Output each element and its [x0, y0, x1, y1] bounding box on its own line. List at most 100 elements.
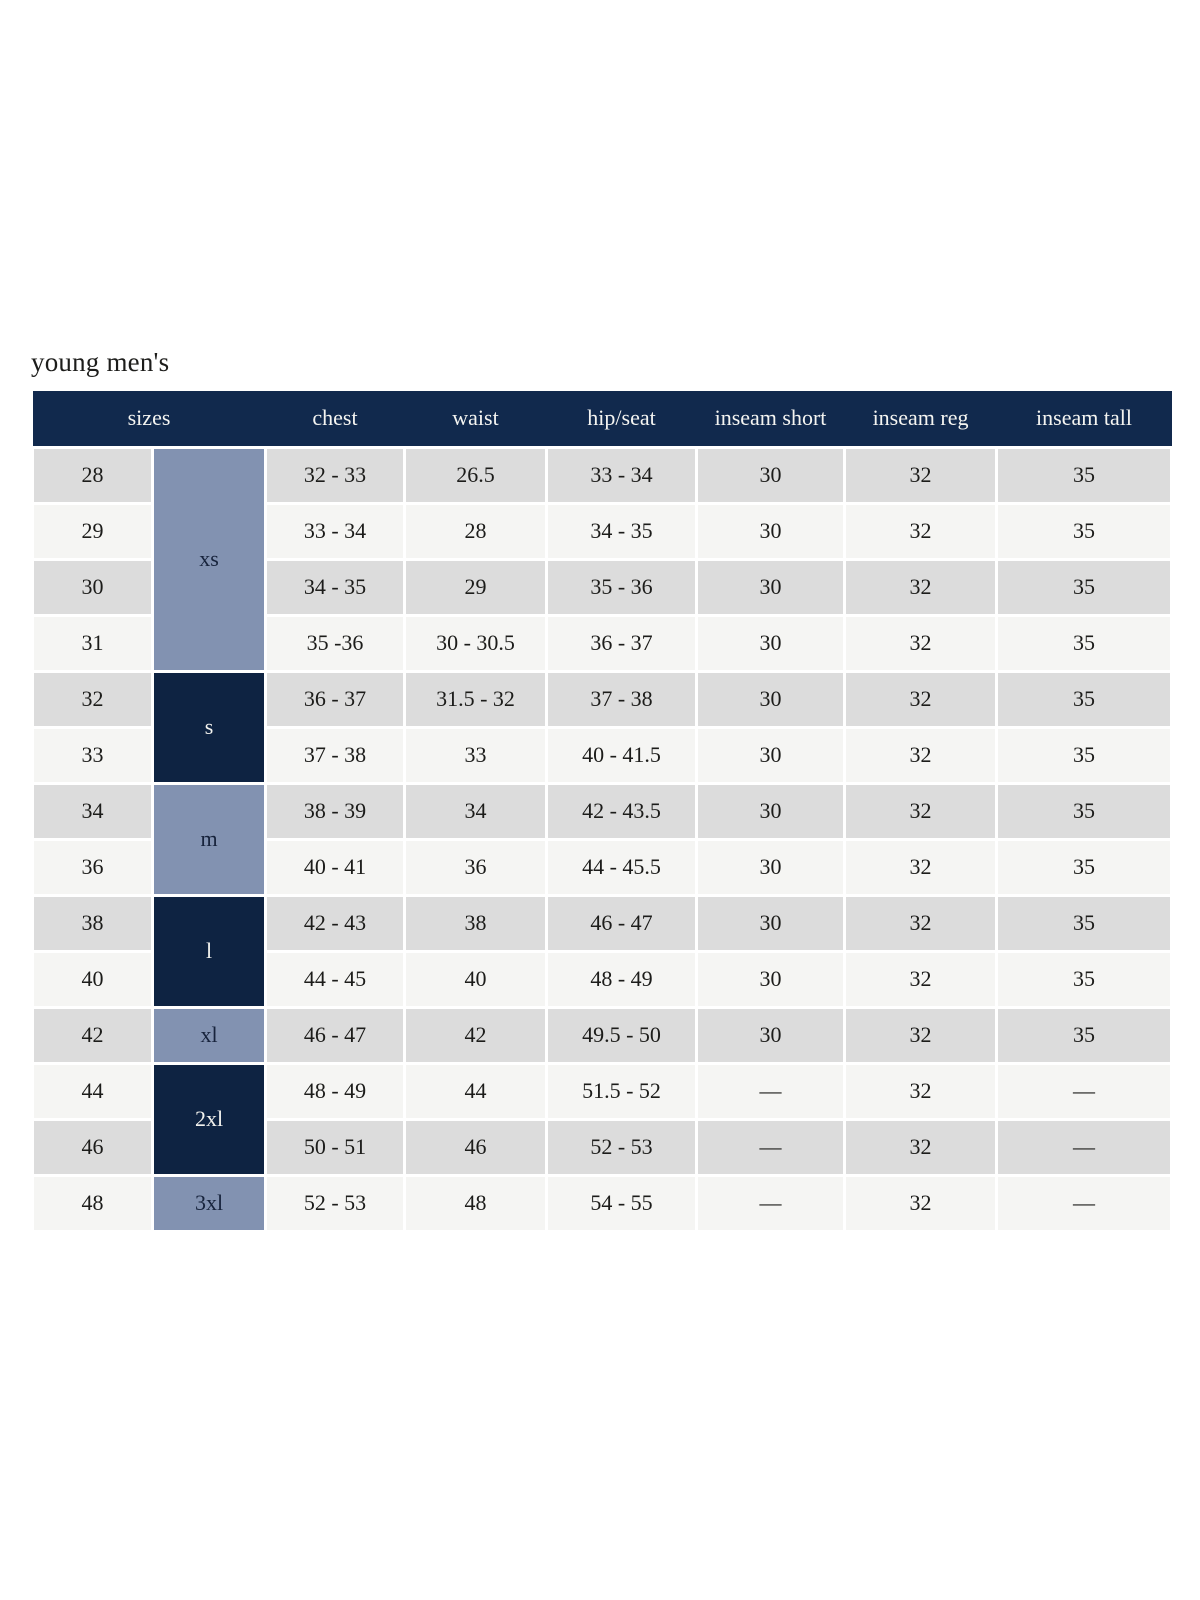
hip-seat-cell: 51.5 - 52	[545, 1061, 699, 1121]
size-chart-section: young men's sizes chest waist hip/seat i…	[31, 347, 1174, 1233]
table-row: 31 35 -36 30 - 30.5 36 - 37 30 32 35	[31, 613, 1174, 673]
waist-cell: 26.5	[403, 445, 549, 505]
size-cell: 40	[31, 949, 154, 1009]
size-cell: 28	[31, 445, 154, 505]
chest-cell: 44 - 45	[264, 949, 407, 1009]
inseam-tall-cell: 35	[995, 501, 1174, 561]
inseam-reg-cell: 32	[843, 837, 999, 897]
chest-cell: 36 - 37	[264, 669, 407, 729]
hip-seat-cell: 46 - 47	[545, 893, 699, 953]
size-group-cell-2xl: 2xl	[150, 1061, 268, 1177]
waist-cell: 36	[403, 837, 549, 897]
table-row: 28 xs 32 - 33 26.5 33 - 34 30 32 35	[31, 445, 1174, 673]
table-row: 36 40 - 41 36 44 - 45.5 30 32 35	[31, 837, 1174, 897]
size-group-cell-s: s	[150, 669, 268, 785]
table-row: 38 l 42 - 43 38 46 - 47 30 32 35	[31, 893, 1174, 1009]
inseam-short-cell: 30	[695, 669, 847, 729]
inseam-reg-cell: 32	[843, 445, 999, 505]
waist-cell: 31.5 - 32	[403, 669, 549, 729]
waist-cell: 48	[403, 1173, 549, 1233]
inseam-reg-cell: 32	[843, 781, 999, 841]
inseam-tall-cell: 35	[995, 613, 1174, 673]
waist-cell: 33	[403, 725, 549, 785]
chest-cell: 50 - 51	[264, 1117, 407, 1177]
inseam-tall-cell: 35	[995, 781, 1174, 841]
chest-cell: 42 - 43	[264, 893, 407, 953]
waist-cell: 28	[403, 501, 549, 561]
chest-cell: 35 -36	[264, 613, 407, 673]
size-cell: 46	[31, 1117, 154, 1177]
inseam-tall-cell: —	[995, 1173, 1174, 1233]
hip-seat-cell: 40 - 41.5	[545, 725, 699, 785]
chest-cell: 48 - 49	[264, 1061, 407, 1121]
header-hip-seat: hip/seat	[546, 390, 697, 448]
waist-cell: 46	[403, 1117, 549, 1177]
inseam-tall-cell: 35	[995, 893, 1174, 953]
hip-seat-cell: 49.5 - 50	[545, 1005, 699, 1065]
hip-seat-cell: 35 - 36	[545, 557, 699, 617]
inseam-reg-cell: 32	[843, 669, 999, 729]
inseam-short-cell: 30	[695, 837, 847, 897]
table-row: 48 3xl 52 - 53 48 54 - 55 — 32 —	[31, 1173, 1174, 1233]
size-cell: 34	[31, 781, 154, 841]
inseam-short-cell: —	[695, 1117, 847, 1177]
table-row: 33 37 - 38 33 40 - 41.5 30 32 35	[31, 725, 1174, 785]
inseam-short-cell: 30	[695, 893, 847, 953]
inseam-tall-cell: 35	[995, 1005, 1174, 1065]
size-cell: 29	[31, 501, 154, 561]
chest-cell: 34 - 35	[264, 557, 407, 617]
size-cell: 30	[31, 557, 154, 617]
waist-cell: 44	[403, 1061, 549, 1121]
table-row: 40 44 - 45 40 48 - 49 30 32 35	[31, 949, 1174, 1009]
table-row: 30 34 - 35 29 35 - 36 30 32 35	[31, 557, 1174, 617]
inseam-reg-cell: 32	[843, 949, 999, 1009]
waist-cell: 29	[403, 557, 549, 617]
inseam-reg-cell: 32	[843, 1117, 999, 1177]
chest-cell: 32 - 33	[264, 445, 407, 505]
size-cell: 38	[31, 893, 154, 953]
inseam-tall-cell: 35	[995, 725, 1174, 785]
waist-cell: 38	[403, 893, 549, 953]
size-group-cell-l: l	[150, 893, 268, 1009]
waist-cell: 40	[403, 949, 549, 1009]
table-row: 44 2xl 48 - 49 44 51.5 - 52 — 32 —	[31, 1061, 1174, 1177]
inseam-reg-cell: 32	[843, 1173, 999, 1233]
inseam-reg-cell: 32	[843, 725, 999, 785]
hip-seat-cell: 42 - 43.5	[545, 781, 699, 841]
size-cell: 33	[31, 725, 154, 785]
inseam-short-cell: 30	[695, 1005, 847, 1065]
hip-seat-cell: 34 - 35	[545, 501, 699, 561]
header-waist: waist	[404, 390, 547, 448]
size-cell: 36	[31, 837, 154, 897]
hip-seat-cell: 33 - 34	[545, 445, 699, 505]
hip-seat-cell: 37 - 38	[545, 669, 699, 729]
size-cell: 32	[31, 669, 154, 729]
inseam-short-cell: 30	[695, 557, 847, 617]
chest-cell: 40 - 41	[264, 837, 407, 897]
inseam-short-cell: 30	[695, 949, 847, 1009]
size-cell: 42	[31, 1005, 154, 1065]
header-sizes: sizes	[32, 390, 266, 448]
chest-cell: 46 - 47	[264, 1005, 407, 1065]
hip-seat-cell: 48 - 49	[545, 949, 699, 1009]
inseam-short-cell: 30	[695, 445, 847, 505]
hip-seat-cell: 52 - 53	[545, 1117, 699, 1177]
inseam-tall-cell: 35	[995, 949, 1174, 1009]
waist-cell: 42	[403, 1005, 549, 1065]
table-row: 32 s 36 - 37 31.5 - 32 37 - 38 30 32 35	[31, 669, 1174, 785]
chest-cell: 52 - 53	[264, 1173, 407, 1233]
inseam-short-cell: —	[695, 1061, 847, 1121]
hip-seat-cell: 36 - 37	[545, 613, 699, 673]
inseam-short-cell: 30	[695, 501, 847, 561]
inseam-short-cell: 30	[695, 725, 847, 785]
table-row: 46 50 - 51 46 52 - 53 — 32 —	[31, 1117, 1174, 1177]
inseam-reg-cell: 32	[843, 613, 999, 673]
size-cell: 48	[31, 1173, 154, 1233]
size-chart-table: sizes chest waist hip/seat inseam short …	[31, 390, 1174, 1233]
inseam-short-cell: —	[695, 1173, 847, 1233]
table-row: 29 33 - 34 28 34 - 35 30 32 35	[31, 501, 1174, 561]
inseam-reg-cell: 32	[843, 893, 999, 953]
inseam-short-cell: 30	[695, 613, 847, 673]
chest-cell: 37 - 38	[264, 725, 407, 785]
